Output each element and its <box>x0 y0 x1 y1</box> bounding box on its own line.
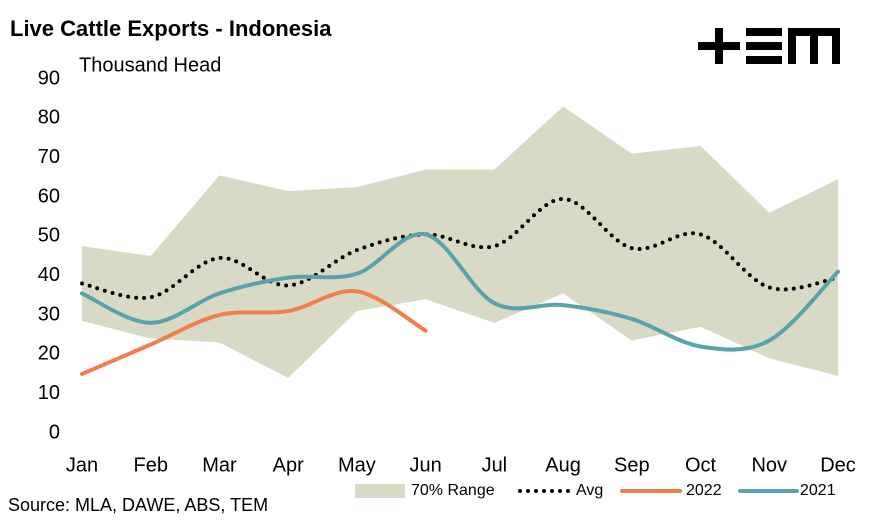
range-area <box>82 106 838 378</box>
line <box>80 289 428 376</box>
y-tick-label: 20 <box>38 343 60 365</box>
y-tick-label: 70 <box>38 146 60 168</box>
line <box>80 196 840 301</box>
y-tick-label: 30 <box>38 303 60 325</box>
y-tick-label: 0 <box>49 421 60 443</box>
logo <box>698 28 840 64</box>
x-tick-label: Dec <box>820 454 856 476</box>
legend-label: Avg <box>576 482 603 499</box>
x-tick-label: Jul <box>482 454 508 476</box>
x-tick-label: Nov <box>751 454 787 476</box>
y-tick-label: 60 <box>38 185 60 207</box>
legend-label: 2021 <box>800 482 836 499</box>
legend-swatch <box>355 484 405 498</box>
x-tick-label: Aug <box>545 454 581 476</box>
line <box>80 232 840 352</box>
x-tick-label: Feb <box>133 454 167 476</box>
legend-label: 70% Range <box>411 482 495 499</box>
y-tick-label: 10 <box>38 382 60 404</box>
x-tick-label: Jan <box>66 454 98 476</box>
chart-title: Live Cattle Exports - Indonesia <box>10 16 332 41</box>
y-tick-label: 40 <box>38 264 60 286</box>
y-tick-label: 50 <box>38 225 60 247</box>
x-tick-label: Mar <box>202 454 237 476</box>
y-tick-label: 80 <box>38 107 60 129</box>
x-tick-label: Jun <box>410 454 442 476</box>
x-tick-label: May <box>338 454 376 476</box>
y-tick-label: 90 <box>38 67 60 89</box>
x-tick-label: Oct <box>685 454 717 476</box>
source: Source: MLA, DAWE, ABS, TEM <box>8 495 268 515</box>
y-axis-label: Thousand Head <box>79 54 221 76</box>
x-tick-label: Sep <box>614 454 650 476</box>
legend-label: 2022 <box>686 482 722 499</box>
x-tick-label: Apr <box>273 454 304 476</box>
